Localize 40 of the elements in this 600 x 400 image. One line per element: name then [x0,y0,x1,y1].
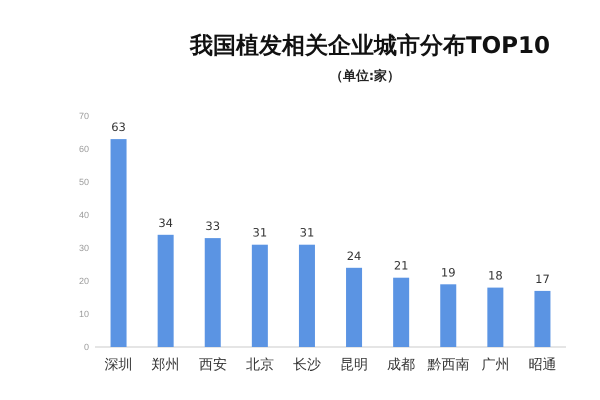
bar [204,238,221,347]
bar [252,244,268,347]
bar [346,268,362,347]
x-tick-label: 深圳 [104,356,133,372]
x-tick-label: 广州 [481,356,510,372]
y-tick-label: 60 [78,144,89,154]
bar [440,284,456,347]
data-label: 18 [488,268,503,283]
x-tick-label: 昆明 [340,356,368,372]
chart-subtitle: （单位:家） [330,68,400,84]
y-tick-label: 70 [78,110,89,121]
x-tick-label: 北京 [246,356,274,372]
chart-title: 我国植发相关企业城市分布TOP10 [188,32,550,59]
x-tick-label: 黔西南 [426,356,470,372]
data-label: 63 [111,120,126,134]
y-tick-label: 30 [78,242,89,253]
x-tick-label: 昭通 [528,356,556,372]
bar [298,244,315,347]
y-tick-label: 50 [78,176,89,187]
bar [110,139,127,347]
data-label: 31 [252,226,268,240]
x-tick-label: 西安 [198,356,227,372]
x-tick-label: 郑州 [152,356,180,372]
bar [393,278,410,347]
data-label: 31 [300,226,314,240]
data-label: 34 [158,216,173,230]
data-label: 33 [205,219,220,234]
data-label: 19 [440,265,456,280]
data-label: 21 [394,258,408,273]
bar [534,290,550,347]
data-label: 17 [535,272,550,286]
y-tick-label: 0 [84,342,89,352]
y-tick-label: 10 [78,308,89,319]
x-tick-label: 成都 [387,356,416,372]
x-tick-label: 长沙 [292,356,321,372]
data-label: 24 [346,248,362,263]
y-tick-label: 40 [78,210,89,220]
bar [487,288,504,347]
bar [158,234,174,347]
y-tick-label: 20 [78,276,89,286]
